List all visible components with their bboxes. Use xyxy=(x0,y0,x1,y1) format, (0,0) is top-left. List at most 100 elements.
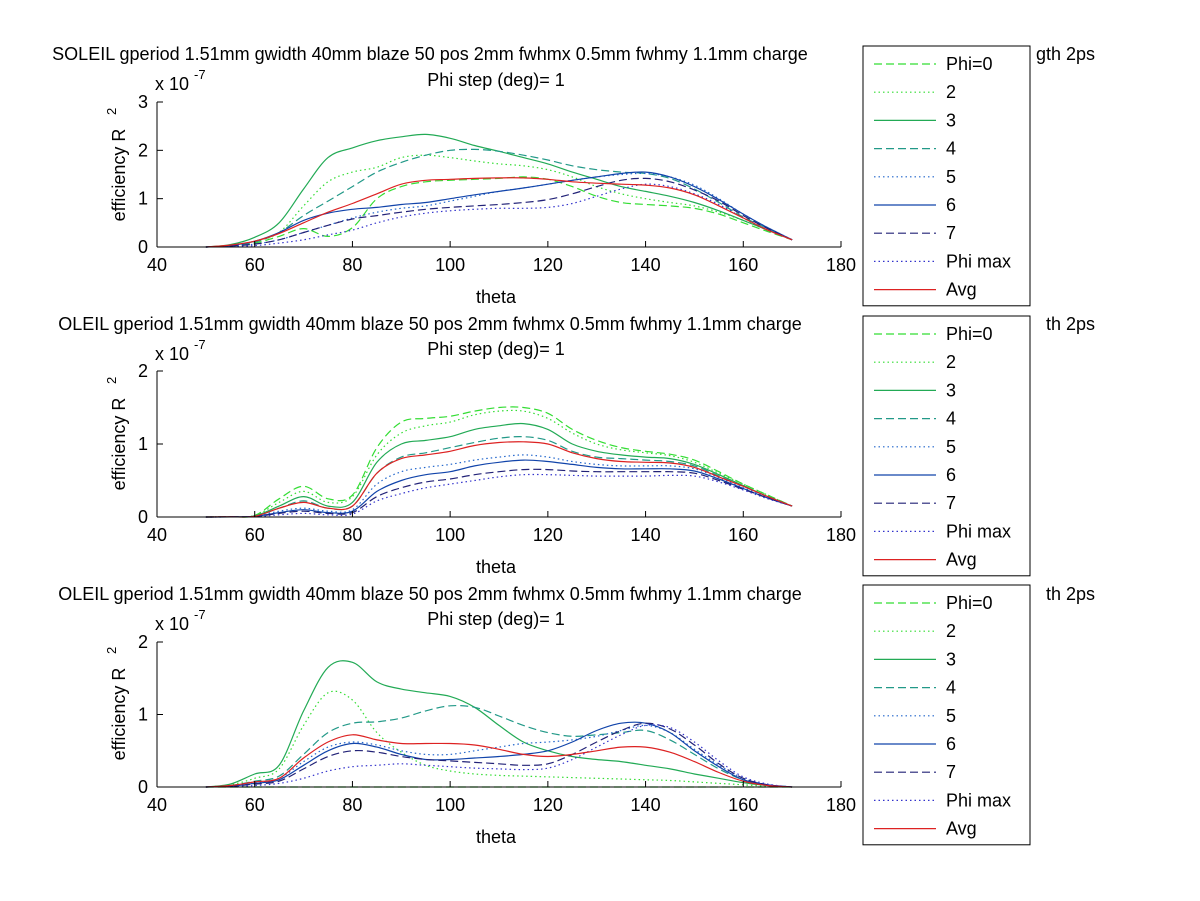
legend-entry: 6 xyxy=(946,195,956,215)
y-tick-label: 0 xyxy=(138,777,148,797)
legend-entry: Phi max xyxy=(946,521,1011,541)
series-line-7 xyxy=(205,722,793,788)
legend-entry: 4 xyxy=(946,409,956,429)
y-axis-label-superscript: 2 xyxy=(104,108,119,115)
y-axis-label: efficiency R xyxy=(109,668,129,761)
series-line-9 xyxy=(205,734,793,788)
series-line-1 xyxy=(205,176,793,248)
x-tick-label: 180 xyxy=(826,795,856,815)
chart-title-tail: th 2ps xyxy=(1046,584,1095,604)
x-tick-label: 60 xyxy=(245,795,265,815)
y-tick-label: 1 xyxy=(138,705,148,725)
legend-entry: Phi=0 xyxy=(946,54,993,74)
legend-entry: 3 xyxy=(946,649,956,669)
x-tick-label: 80 xyxy=(342,795,362,815)
y-tick-label: 0 xyxy=(138,507,148,527)
legend-entry: 5 xyxy=(946,167,956,187)
chart-subtitle: Phi step (deg)= 1 xyxy=(427,70,565,90)
legend-entry: Phi=0 xyxy=(946,324,993,344)
exponent-label: x 10 xyxy=(155,344,189,364)
legend-entry: Avg xyxy=(946,550,977,570)
exponent-label: x 10 xyxy=(155,614,189,634)
legend-entry: Avg xyxy=(946,280,977,300)
y-axis-label: efficiency R xyxy=(109,398,129,491)
y-tick-label: 1 xyxy=(138,434,148,454)
legend-entry: 7 xyxy=(946,493,956,513)
legend-box xyxy=(862,315,1031,577)
series-line-4 xyxy=(205,436,793,518)
y-tick-label: 2 xyxy=(138,361,148,381)
y-tick-label: 2 xyxy=(138,140,148,160)
x-tick-label: 80 xyxy=(342,255,362,275)
series-line-2 xyxy=(205,154,793,248)
legend-entry: 4 xyxy=(946,678,956,698)
legend-entry: 5 xyxy=(946,437,956,457)
x-tick-label: 120 xyxy=(533,255,563,275)
series-line-3 xyxy=(205,422,793,518)
exponent-label: x 10 xyxy=(155,74,189,94)
x-tick-label: 180 xyxy=(826,525,856,545)
x-tick-label: 120 xyxy=(533,795,563,815)
y-axis-label: efficiency R xyxy=(109,129,129,222)
x-tick-label: 80 xyxy=(342,525,362,545)
exponent-superscript: -7 xyxy=(194,337,206,352)
series-line-2 xyxy=(205,690,793,788)
chart-title-tail: th 2ps xyxy=(1046,314,1095,334)
y-tick-label: 0 xyxy=(138,237,148,257)
chart-title-tail: gth 2ps xyxy=(1036,44,1095,64)
x-tick-label: 140 xyxy=(631,525,661,545)
y-axis-label-group: efficiency R 2 xyxy=(104,377,129,491)
y-axis-label-superscript: 2 xyxy=(104,377,119,384)
legend-entry: 7 xyxy=(946,223,956,243)
series-line-4 xyxy=(205,148,793,248)
x-axis-label: theta xyxy=(476,827,517,847)
x-tick-label: 160 xyxy=(728,795,758,815)
legend-entry: 5 xyxy=(946,706,956,726)
x-axis-label: theta xyxy=(476,287,517,307)
legend-entry: Phi max xyxy=(946,251,1011,271)
legend-entry: 2 xyxy=(946,352,956,372)
x-tick-label: 100 xyxy=(435,795,465,815)
chart-subtitle: Phi step (deg)= 1 xyxy=(427,339,565,359)
series-line-6 xyxy=(205,721,793,788)
x-tick-label: 40 xyxy=(147,525,167,545)
legend-entry: 2 xyxy=(946,82,956,102)
x-tick-label: 60 xyxy=(245,255,265,275)
exponent-superscript: -7 xyxy=(194,67,206,82)
y-axis-label-group: efficiency R 2 xyxy=(104,647,129,761)
legend-entry: 4 xyxy=(946,139,956,159)
legend-entry: Phi max xyxy=(946,790,1011,810)
legend-entry: Phi=0 xyxy=(946,593,993,613)
legend: Phi=0 2 3 4 5 6 7 Phi max Avg xyxy=(862,315,1031,577)
series-lines xyxy=(205,660,793,788)
y-tick-label: 2 xyxy=(138,632,148,652)
y-tick-label: 3 xyxy=(138,92,148,112)
series-line-6 xyxy=(205,171,793,248)
series-line-8 xyxy=(205,183,793,248)
chart-title: SOLEIL gperiod 1.51mm gwidth 40mm blaze … xyxy=(52,44,808,64)
y-tick-label: 1 xyxy=(138,189,148,209)
x-tick-label: 100 xyxy=(435,255,465,275)
series-line-6 xyxy=(205,459,793,518)
x-tick-label: 160 xyxy=(728,255,758,275)
chart-panel-2: OLEIL gperiod 1.51mm gwidth 40mm blaze 5… xyxy=(58,314,1095,577)
chart-panel-1: SOLEIL gperiod 1.51mm gwidth 40mm blaze … xyxy=(52,44,1095,307)
legend-entry: Avg xyxy=(946,819,977,839)
x-tick-label: 40 xyxy=(147,795,167,815)
series-line-2 xyxy=(205,409,793,518)
series-line-7 xyxy=(205,468,793,518)
legend-box xyxy=(862,584,1031,846)
legend-entry: 2 xyxy=(946,621,956,641)
series-line-3 xyxy=(205,660,793,788)
chart-panel-3: OLEIL gperiod 1.51mm gwidth 40mm blaze 5… xyxy=(58,584,1095,847)
legend-entry: 3 xyxy=(946,380,956,400)
legend: Phi=0 2 3 4 5 6 7 Phi max Avg xyxy=(862,45,1031,307)
legend-entry: 6 xyxy=(946,734,956,754)
series-line-9 xyxy=(205,177,793,248)
series-line-5 xyxy=(205,724,793,788)
series-line-8 xyxy=(205,724,793,788)
x-tick-label: 140 xyxy=(631,795,661,815)
chart-subtitle: Phi step (deg)= 1 xyxy=(427,609,565,629)
legend-entry: 3 xyxy=(946,110,956,130)
x-tick-label: 120 xyxy=(533,525,563,545)
